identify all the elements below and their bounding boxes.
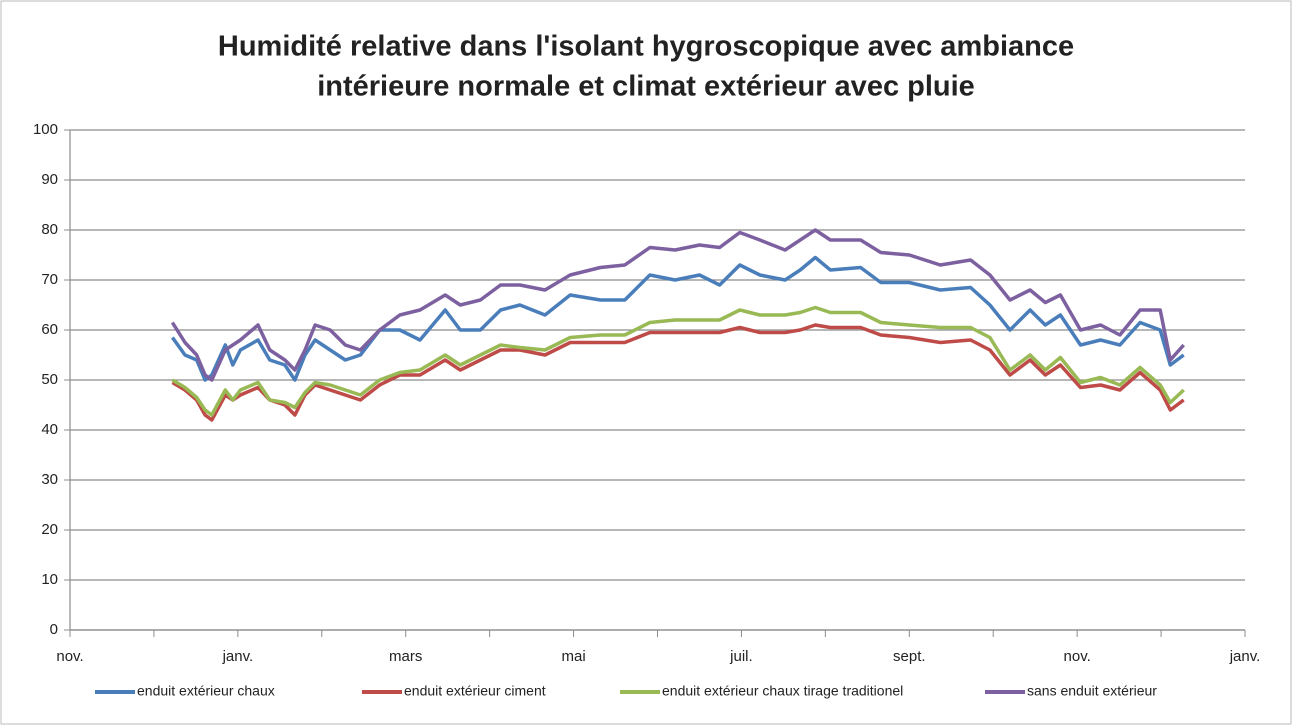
x-tick-label: mai bbox=[561, 648, 585, 665]
x-tick-label: nov. bbox=[1064, 648, 1091, 665]
x-tick-label: nov. bbox=[56, 648, 83, 665]
series-line bbox=[171, 305, 1185, 417]
y-tick-label: 60 bbox=[41, 321, 58, 338]
y-tick-label: 90 bbox=[41, 171, 58, 188]
legend-label: enduit extérieur chaux bbox=[137, 683, 275, 699]
y-tick-label: 40 bbox=[41, 421, 58, 438]
y-tick-label: 30 bbox=[41, 471, 58, 488]
legend-label: enduit extérieur ciment bbox=[404, 683, 546, 699]
chart-title: intérieure normale et climat extérieur a… bbox=[317, 71, 975, 103]
y-tick-label: 70 bbox=[41, 271, 58, 288]
chart-title: Humidité relative dans l'isolant hygrosc… bbox=[218, 31, 1074, 63]
y-tick-label: 10 bbox=[41, 571, 58, 588]
series-line bbox=[170, 228, 1186, 382]
legend-label: enduit extérieur chaux tirage traditione… bbox=[662, 683, 903, 699]
x-tick-label: janv. bbox=[222, 648, 254, 665]
y-tick-label: 0 bbox=[50, 621, 58, 638]
y-tick-label: 100 bbox=[33, 121, 58, 138]
x-tick-label: sept. bbox=[893, 648, 926, 665]
x-tick-label: mars bbox=[389, 648, 422, 665]
series-line bbox=[170, 255, 1185, 382]
y-tick-label: 20 bbox=[41, 521, 58, 538]
y-tick-label: 80 bbox=[41, 221, 58, 238]
y-tick-label: 50 bbox=[41, 371, 58, 388]
x-tick-label: janv. bbox=[1229, 648, 1261, 665]
x-tick-label: juil. bbox=[729, 648, 753, 665]
legend-label: sans enduit extérieur bbox=[1027, 683, 1157, 699]
